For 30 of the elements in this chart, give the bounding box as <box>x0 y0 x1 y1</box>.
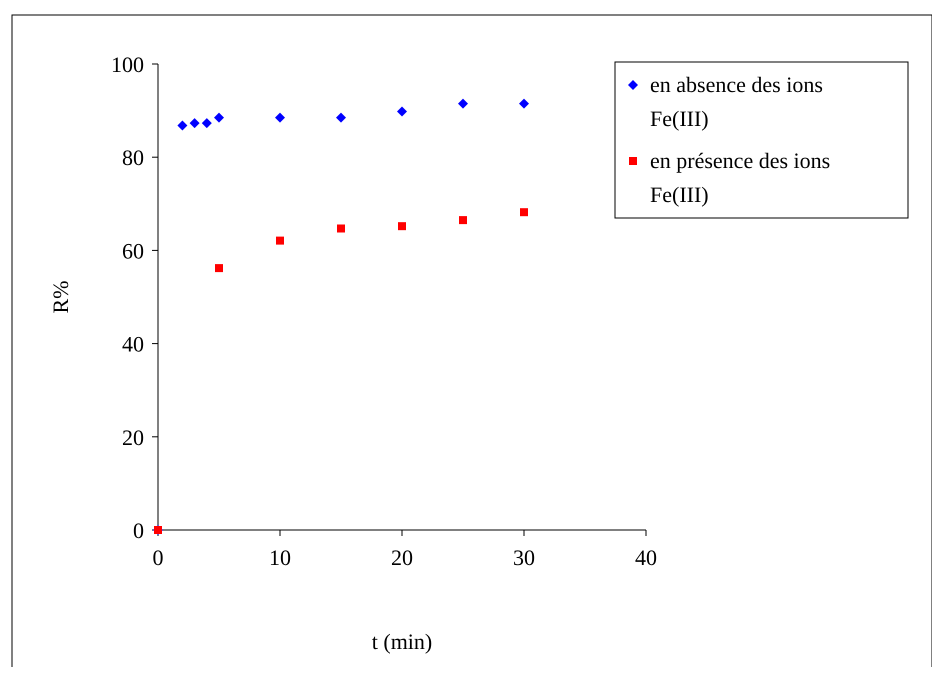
y-tick-label: 60 <box>122 238 144 264</box>
legend-label: en absence des ions Fe(III) <box>650 72 823 131</box>
point <box>519 98 529 109</box>
x-tick-label: 0 <box>152 545 164 570</box>
x-tick-label: 20 <box>391 545 413 570</box>
legend-label: en présence des ions Fe(III) <box>650 148 830 207</box>
point <box>214 112 224 123</box>
point <box>397 106 407 117</box>
point <box>337 224 345 232</box>
point <box>520 208 528 216</box>
point <box>275 112 285 123</box>
y-tick-label: 0 <box>133 518 144 543</box>
x-tick-label: 10 <box>269 545 291 570</box>
point <box>336 112 346 123</box>
y-tick-label: 40 <box>122 332 144 357</box>
point <box>177 120 188 131</box>
x-axis-title: t (min) <box>372 629 432 654</box>
point <box>458 98 468 109</box>
x-tick-label: 30 <box>513 545 535 570</box>
y-tick-label: 80 <box>122 145 144 170</box>
point <box>276 236 284 245</box>
y-tick-label: 100 <box>111 52 144 77</box>
point <box>398 222 406 230</box>
x-tick-label: 40 <box>635 545 657 570</box>
point <box>215 264 223 272</box>
y-axis-title: R% <box>48 280 73 314</box>
y-tick-label: 20 <box>122 424 144 450</box>
point <box>459 216 467 224</box>
point <box>202 118 212 128</box>
point <box>190 118 200 128</box>
